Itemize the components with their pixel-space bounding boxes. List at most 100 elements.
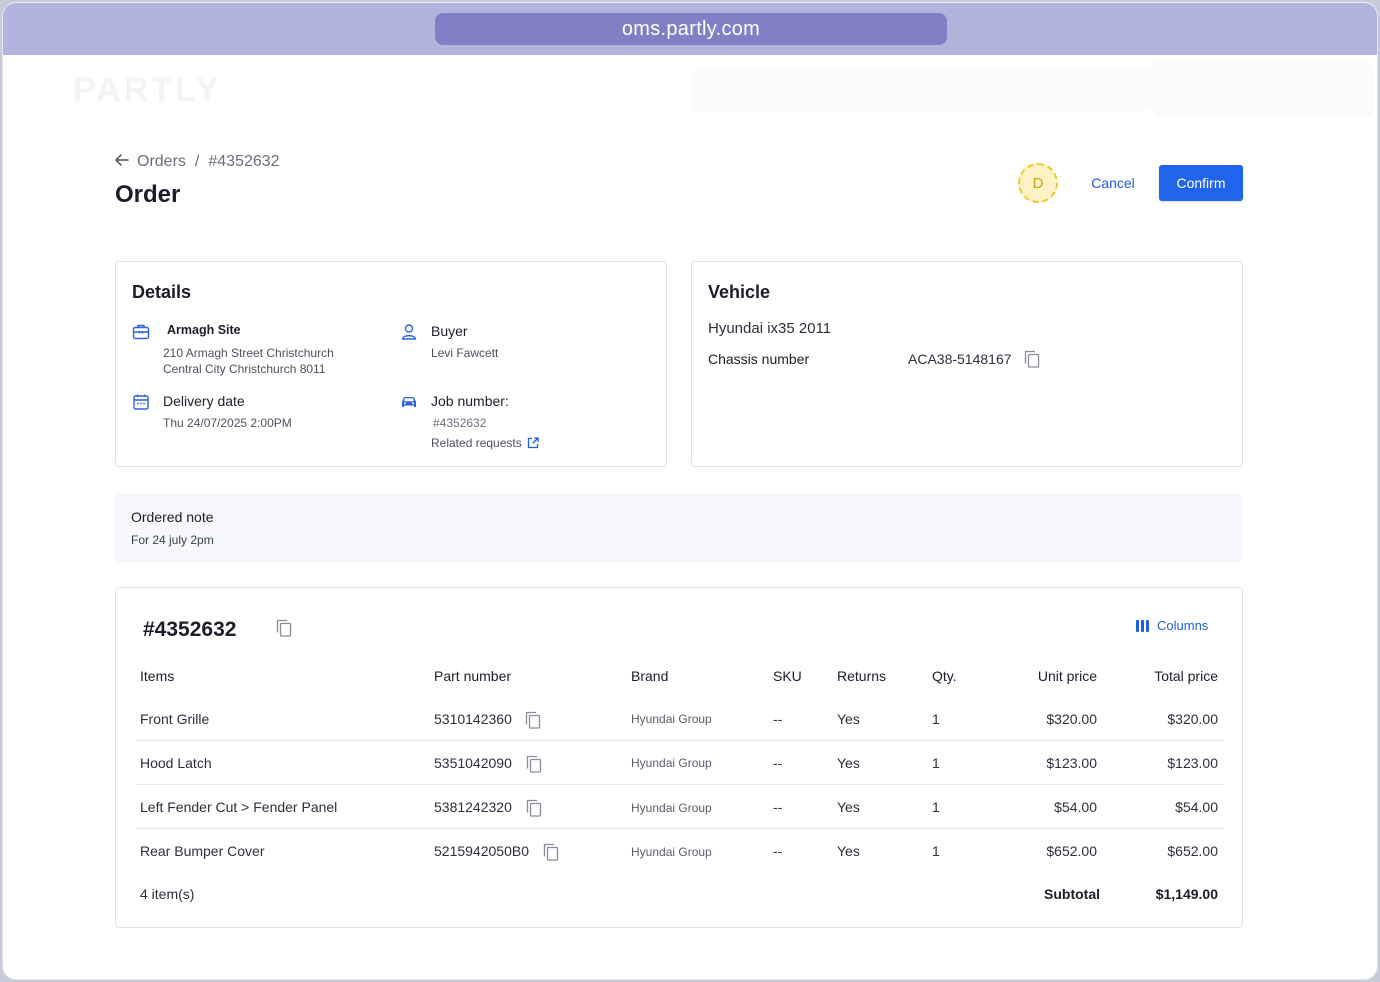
job-value: #4352632 bbox=[433, 416, 487, 430]
related-requests-link[interactable]: Related requests bbox=[431, 435, 539, 451]
confirm-button[interactable]: Confirm bbox=[1159, 165, 1243, 201]
copy-icon[interactable] bbox=[526, 799, 542, 817]
breadcrumb-separator: / bbox=[194, 153, 200, 170]
site-block: Armagh Site 210 Armagh Street Christchur… bbox=[132, 323, 392, 383]
site-address-line1: 210 Armagh Street Christchurch bbox=[163, 346, 334, 360]
row-total-price: $652.00 bbox=[1167, 843, 1218, 859]
items-card: #4352632 Columns Items Part number Brand… bbox=[115, 587, 1243, 928]
row-divider bbox=[136, 740, 1224, 741]
header-sku[interactable]: SKU bbox=[773, 668, 802, 684]
breadcrumb-current: #4352632 bbox=[208, 153, 280, 170]
header-account-area[interactable] bbox=[1153, 61, 1373, 117]
row-qty: 1 bbox=[932, 843, 940, 859]
details-card: Details Armagh Site 210 Armagh Street Ch… bbox=[115, 261, 667, 467]
row-divider bbox=[136, 828, 1224, 829]
row-brand: Hyundai Group bbox=[631, 801, 712, 815]
row-part-number: 5381242320 bbox=[434, 799, 512, 815]
calendar-icon bbox=[132, 393, 150, 411]
row-item: Hood Latch bbox=[140, 755, 212, 771]
copy-icon[interactable] bbox=[525, 711, 541, 729]
columns-icon[interactable] bbox=[1136, 619, 1149, 632]
header-items[interactable]: Items bbox=[140, 668, 175, 684]
header-qty[interactable]: Qty. bbox=[932, 668, 957, 684]
job-label: Job number: bbox=[431, 393, 509, 409]
row-sku: -- bbox=[773, 711, 783, 727]
job-block: Job number: #4352632 Related requests bbox=[400, 393, 640, 453]
header-total-price[interactable]: Total price bbox=[1154, 668, 1218, 684]
vehicle-name: Hyundai ix35 2011 bbox=[708, 320, 832, 337]
avatar[interactable]: D bbox=[1018, 163, 1058, 203]
header-search[interactable] bbox=[693, 67, 1153, 111]
row-unit-price: $652.00 bbox=[1046, 843, 1097, 859]
buyer-block: Buyer Levi Fawcett bbox=[400, 323, 620, 363]
row-item: Left Fender Cut > Fender Panel bbox=[140, 799, 338, 815]
copy-icon[interactable] bbox=[543, 843, 559, 861]
site-label: Armagh Site bbox=[167, 323, 241, 337]
chassis-label: Chassis number bbox=[708, 351, 810, 367]
columns-label[interactable]: Columns bbox=[1157, 618, 1209, 633]
row-total-price: $123.00 bbox=[1167, 755, 1218, 771]
details-title: Details bbox=[132, 282, 192, 302]
row-qty: 1 bbox=[932, 755, 940, 771]
row-returns: Yes bbox=[837, 843, 860, 859]
page-title: Order bbox=[115, 181, 181, 208]
row-part-number: 5310142360 bbox=[434, 711, 512, 727]
cancel-button[interactable]: Cancel bbox=[1091, 175, 1135, 191]
row-unit-price: $54.00 bbox=[1054, 799, 1097, 815]
delivery-block: Delivery date Thu 24/07/2025 2:00PM bbox=[132, 393, 392, 433]
vehicle-title: Vehicle bbox=[708, 282, 771, 302]
user-icon bbox=[400, 323, 418, 341]
buyer-label: Buyer bbox=[431, 323, 468, 339]
row-sku: -- bbox=[773, 843, 783, 859]
app-header: PARTLY bbox=[3, 55, 1377, 125]
subtotal-label: Subtotal bbox=[1044, 886, 1100, 902]
row-returns: Yes bbox=[837, 755, 860, 771]
row-unit-price: $320.00 bbox=[1046, 711, 1097, 727]
url-bar[interactable]: oms.partly.com bbox=[435, 13, 947, 45]
header-part-number[interactable]: Part number bbox=[434, 668, 512, 684]
note-title: Ordered note bbox=[131, 509, 214, 525]
buyer-name: Levi Fawcett bbox=[431, 346, 499, 360]
ordered-note: Ordered note For 24 july 2pm bbox=[115, 493, 1243, 563]
copy-icon[interactable] bbox=[276, 619, 292, 637]
row-total-price: $54.00 bbox=[1175, 799, 1218, 815]
header-unit-price[interactable]: Unit price bbox=[1037, 668, 1097, 684]
chassis-value: ACA38-5148167 bbox=[908, 351, 1012, 367]
app-logo[interactable]: PARTLY bbox=[73, 71, 222, 109]
related-requests-label[interactable]: Related requests bbox=[431, 436, 522, 450]
car-icon bbox=[400, 393, 418, 411]
row-returns: Yes bbox=[837, 799, 860, 815]
row-total-price: $320.00 bbox=[1167, 711, 1218, 727]
row-part-number: 5351042090 bbox=[434, 755, 512, 771]
header-returns[interactable]: Returns bbox=[837, 668, 887, 684]
breadcrumb-orders-link[interactable]: Orders bbox=[137, 153, 186, 170]
row-returns: Yes bbox=[837, 711, 860, 727]
vehicle-card: Vehicle Hyundai ix35 2011 Chassis number… bbox=[691, 261, 1243, 467]
row-sku: -- bbox=[773, 755, 783, 771]
delivery-value: Thu 24/07/2025 2:00PM bbox=[163, 416, 292, 430]
subtotal-value: $1,149.00 bbox=[1155, 886, 1218, 902]
browser-bar: oms.partly.com bbox=[3, 3, 1377, 55]
row-item: Front Grille bbox=[140, 711, 210, 727]
row-item: Rear Bumper Cover bbox=[140, 843, 265, 859]
copy-icon[interactable] bbox=[526, 755, 542, 773]
row-brand: Hyundai Group bbox=[631, 712, 712, 726]
row-unit-price: $123.00 bbox=[1046, 755, 1097, 771]
breadcrumb: Orders / #4352632 bbox=[115, 153, 280, 171]
order-number: #4352632 bbox=[143, 618, 237, 641]
row-brand: Hyundai Group bbox=[631, 845, 712, 859]
row-sku: -- bbox=[773, 799, 783, 815]
row-divider bbox=[136, 784, 1224, 785]
row-brand: Hyundai Group bbox=[631, 756, 712, 770]
columns-button[interactable]: Columns bbox=[1136, 618, 1208, 633]
arrow-left-icon[interactable] bbox=[115, 153, 129, 171]
site-address-line2: Central City Christchurch 8011 bbox=[163, 362, 326, 376]
external-link-icon[interactable] bbox=[527, 437, 539, 449]
delivery-label: Delivery date bbox=[163, 393, 245, 409]
briefcase-icon bbox=[132, 323, 150, 341]
row-qty: 1 bbox=[932, 711, 940, 727]
copy-icon[interactable] bbox=[1024, 350, 1040, 368]
header-brand[interactable]: Brand bbox=[631, 668, 669, 684]
row-part-number: 5215942050B0 bbox=[434, 843, 529, 859]
